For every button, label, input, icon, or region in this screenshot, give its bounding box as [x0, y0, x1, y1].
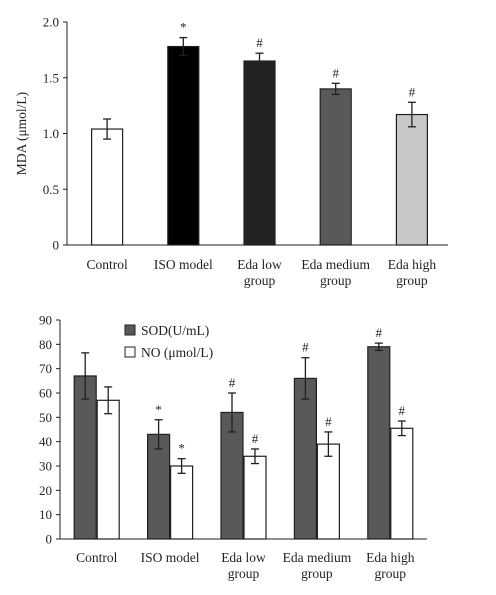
error-bar — [397, 420, 406, 437]
no-bar — [96, 399, 120, 540]
y-tick-label: 20 — [39, 483, 52, 498]
legend-swatch — [124, 324, 136, 336]
legend-label: SOD(U/mL) — [141, 323, 209, 338]
error-bar — [228, 392, 236, 433]
significance-mark: # — [325, 414, 332, 429]
y-tick-label: 0.5 — [43, 182, 59, 197]
x-tick-label: Control — [86, 257, 128, 272]
error-bar — [179, 36, 188, 57]
significance-mark: * — [178, 441, 185, 456]
significance-mark: * — [180, 20, 187, 35]
error-bar — [374, 342, 383, 352]
y-tick-label: 1.5 — [43, 70, 59, 85]
sod-bar — [147, 433, 171, 540]
sod-bar — [367, 346, 391, 540]
mda-bar-chart: 0 0.5 1.0 1.5 2.0 MDA (μmol/L) Control * ISO mod… — [14, 15, 448, 288]
y-tick-label: 90 — [39, 313, 52, 328]
bar — [395, 113, 428, 246]
y-tick-label: 1.0 — [43, 126, 59, 141]
y-axis-label: MDA (μmol/L) — [14, 92, 29, 175]
significance-mark: # — [376, 325, 383, 340]
significance-mark: # — [399, 403, 406, 418]
error-bar — [407, 101, 416, 128]
x-tick-label: Eda medium — [283, 550, 352, 565]
x-tick-label: group — [320, 273, 352, 288]
x-tick-label: Eda medium — [301, 257, 370, 272]
no-bar — [390, 427, 414, 540]
bar — [167, 45, 200, 246]
y-tick-label: 0 — [46, 532, 53, 547]
x-tick-label: Eda low — [221, 550, 266, 565]
y-tick-label: 10 — [39, 507, 52, 522]
significance-mark: # — [409, 84, 416, 99]
error-bar — [81, 352, 90, 400]
x-tick-label: Eda low — [237, 257, 282, 272]
error-bar — [251, 448, 259, 465]
x-tick-label: Eda high — [388, 257, 437, 272]
bar — [243, 60, 276, 246]
error-bar — [331, 82, 340, 96]
y-tick-label: 2.0 — [43, 15, 59, 30]
significance-mark: # — [252, 431, 259, 446]
x-tick-label: group — [228, 566, 260, 581]
x-tick-label: Eda high — [366, 550, 415, 565]
error-bar — [103, 118, 112, 140]
error-bar — [301, 357, 310, 400]
legend-swatch — [124, 346, 136, 358]
error-bar — [104, 386, 113, 415]
legend-label: NO (μmol/L) — [141, 345, 213, 360]
significance-mark: * — [155, 402, 162, 417]
y-tick-label: 60 — [39, 386, 52, 401]
x-tick-label: ISO model — [154, 257, 213, 272]
y-tick-label: 0 — [53, 238, 60, 253]
x-tick-label: group — [301, 566, 333, 581]
significance-mark: # — [332, 65, 339, 80]
x-tick-label: group — [244, 273, 276, 288]
bar — [90, 128, 124, 246]
y-tick-label: 30 — [39, 459, 52, 474]
sod-no-bar-chart: 0 10 20 30 40 50 60 70 80 90 Control * * ISO model # # E… — [39, 313, 427, 581]
no-bar — [170, 465, 194, 540]
error-bar — [255, 52, 264, 70]
error-bar — [177, 458, 186, 474]
error-bar — [324, 431, 333, 457]
sod-bar — [73, 375, 97, 540]
y-tick-label: 40 — [39, 434, 52, 449]
significance-mark: # — [256, 35, 263, 50]
x-tick-label: Control — [76, 550, 118, 565]
x-tick-label: group — [396, 273, 428, 288]
y-tick-label: 70 — [39, 361, 52, 376]
y-tick-label: 80 — [39, 337, 52, 352]
y-tick-label: 50 — [39, 410, 52, 425]
bar — [319, 88, 352, 246]
significance-mark: # — [302, 340, 309, 355]
x-tick-label: ISO model — [141, 550, 200, 565]
no-bar — [243, 455, 267, 540]
legend: SOD(U/mL) NO (μmol/L) — [124, 323, 213, 360]
significance-mark: # — [229, 375, 236, 390]
x-tick-label: group — [375, 566, 407, 581]
sod-bar — [293, 377, 317, 540]
error-bar — [154, 419, 163, 450]
no-bar — [316, 443, 340, 540]
